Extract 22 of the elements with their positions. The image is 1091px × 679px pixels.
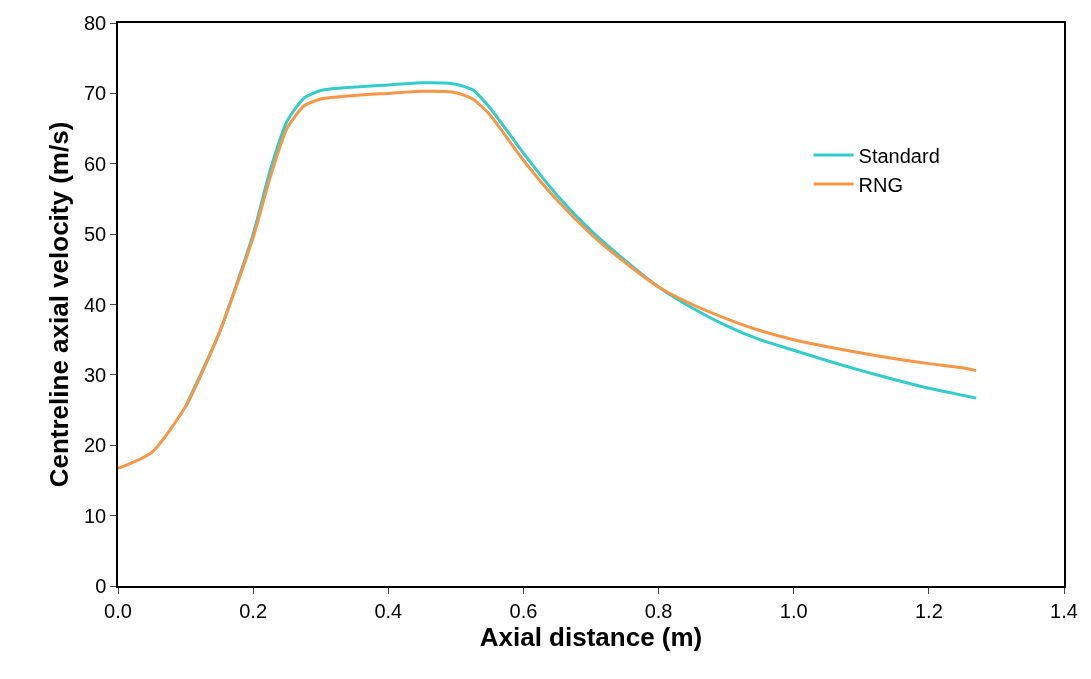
- legend-label: Standard: [858, 144, 940, 167]
- x-tick-label: 1.0: [779, 599, 808, 622]
- x-tick-label: 1.2: [914, 599, 943, 622]
- line-series: [118, 89, 978, 470]
- x-tick-label: 0.2: [239, 599, 268, 622]
- y-axis-title: Centreline axial velocity (m/s): [43, 121, 74, 488]
- y-tick-label: 60: [84, 152, 107, 175]
- x-tick-label: 0.0: [104, 599, 132, 622]
- x-tick-label: 1.4: [1050, 599, 1078, 622]
- x-axis-title: Axial distance (m): [479, 621, 703, 652]
- y-tick-label: 10: [84, 504, 107, 527]
- x-tick-label: 0.8: [644, 599, 673, 622]
- y-tick-label: 20: [84, 434, 107, 457]
- y-tick-label: 0: [95, 575, 107, 597]
- y-tick-label: 40: [84, 293, 107, 316]
- x-tick-label: 0.6: [509, 599, 538, 622]
- y-tick-label: 80: [84, 12, 107, 34]
- x-tick-label: 0.4: [374, 599, 403, 622]
- y-tick-label: 70: [84, 82, 107, 105]
- y-tick-label: 50: [84, 223, 107, 246]
- legend-label: RNG: [858, 173, 904, 196]
- y-tick-label: 30: [84, 363, 107, 386]
